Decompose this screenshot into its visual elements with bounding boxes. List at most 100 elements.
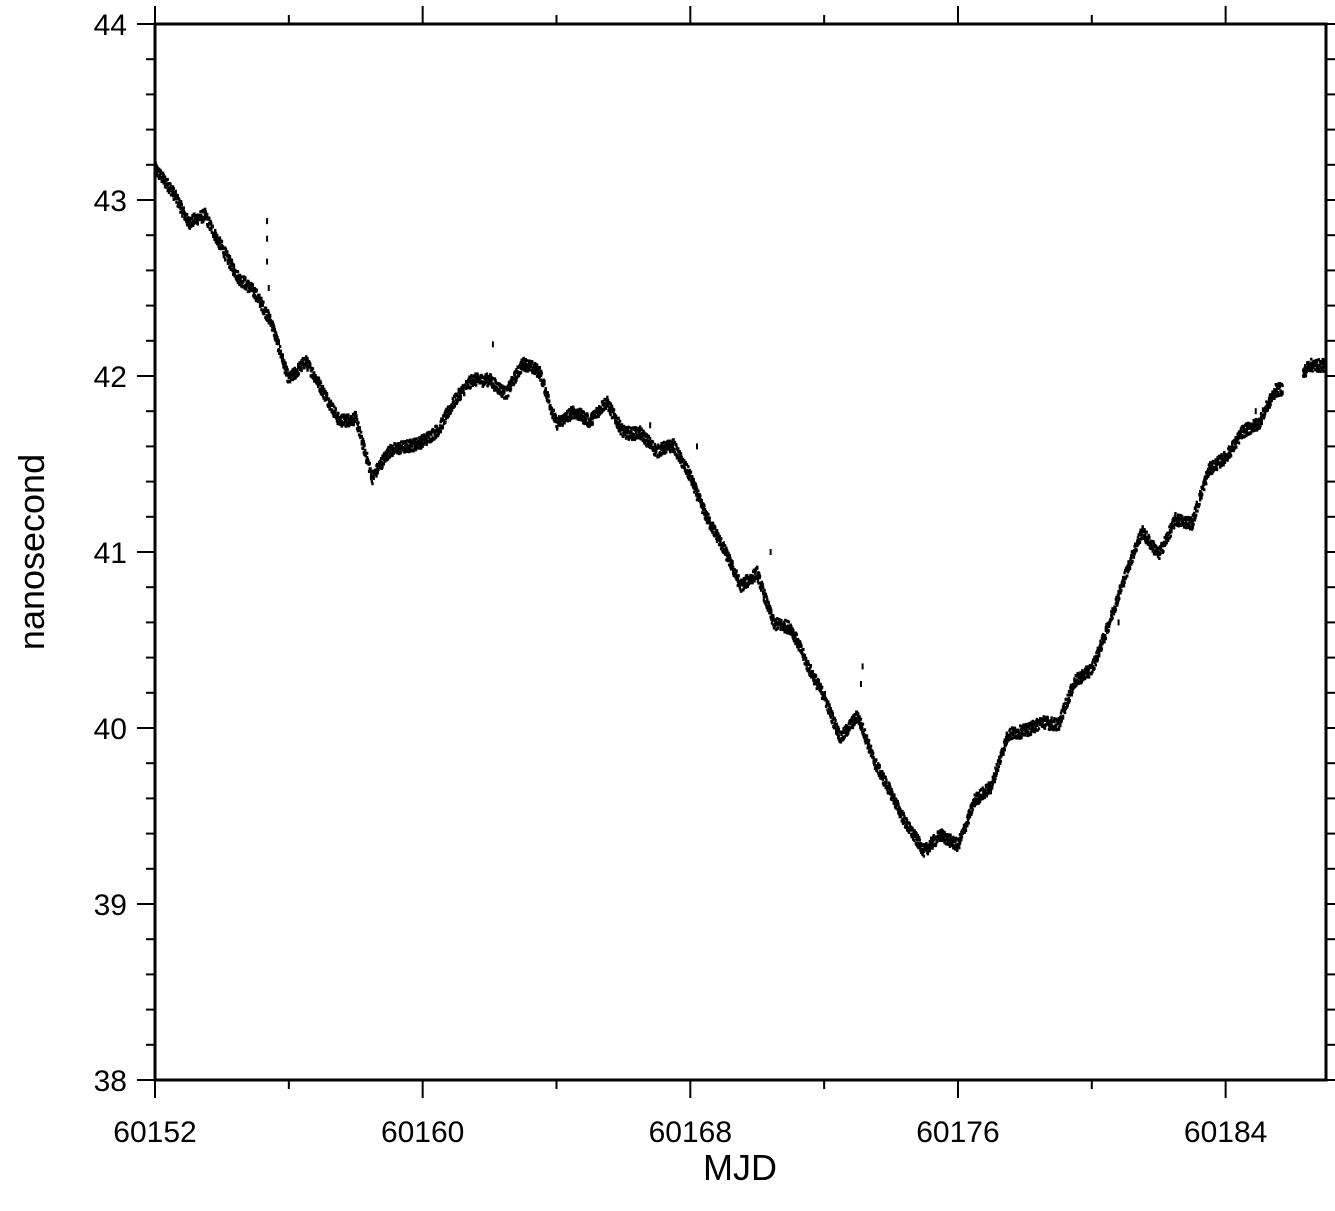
data-point <box>921 847 925 851</box>
data-point <box>513 370 517 374</box>
data-point <box>628 425 631 429</box>
data-point <box>642 437 646 441</box>
data-point <box>1237 437 1240 441</box>
data-point <box>929 845 932 849</box>
data-point <box>163 181 166 185</box>
data-point <box>1130 550 1134 554</box>
data-point <box>1251 429 1255 433</box>
data-point <box>1031 725 1035 729</box>
data-point <box>1137 533 1140 537</box>
data-point <box>587 422 590 426</box>
data-points <box>153 161 1328 858</box>
data-point <box>426 434 429 438</box>
data-point <box>1063 701 1067 705</box>
data-point <box>663 451 667 455</box>
data-point <box>398 452 401 456</box>
data-point <box>1223 454 1226 458</box>
data-point <box>851 724 855 728</box>
data-point <box>1245 434 1248 438</box>
data-point <box>1013 726 1017 730</box>
data-point <box>1059 711 1063 715</box>
data-point <box>363 442 366 446</box>
data-point <box>1099 642 1102 646</box>
data-point <box>412 439 416 443</box>
data-point <box>153 168 157 172</box>
data-point <box>566 419 570 423</box>
data-point <box>927 849 930 853</box>
data-point <box>759 586 762 590</box>
data-point <box>1104 628 1108 632</box>
data-point <box>396 451 400 455</box>
data-point <box>520 358 523 362</box>
data-point <box>218 238 222 242</box>
data-point <box>503 389 506 393</box>
data-point <box>726 558 729 562</box>
data-point <box>791 630 794 634</box>
data-point <box>1194 513 1198 517</box>
data-point <box>782 624 785 628</box>
data-point <box>1192 511 1196 515</box>
data-point <box>1190 527 1194 531</box>
data-point <box>1047 727 1051 731</box>
data-point <box>683 459 686 463</box>
data-point <box>452 405 455 409</box>
data-point <box>836 733 839 737</box>
data-point <box>420 446 423 450</box>
data-point <box>1230 445 1233 449</box>
data-point <box>659 444 663 448</box>
data-point <box>1221 463 1224 467</box>
data-point <box>1152 548 1155 552</box>
data-point <box>454 398 458 402</box>
data-point <box>926 852 930 856</box>
data-point <box>854 713 857 717</box>
data-point <box>994 777 997 781</box>
data-point <box>1114 605 1117 609</box>
data-point <box>223 251 226 255</box>
data-point <box>705 513 708 517</box>
data-point <box>239 278 242 282</box>
data-point <box>501 386 504 390</box>
data-point <box>282 360 286 364</box>
data-point <box>942 829 945 833</box>
data-point <box>535 370 539 374</box>
data-point <box>407 444 410 448</box>
data-point <box>968 808 971 812</box>
data-point <box>889 785 892 789</box>
data-point <box>912 831 916 835</box>
data-point <box>1112 608 1115 612</box>
data-point <box>1049 723 1052 727</box>
data-point <box>1019 736 1022 740</box>
data-point <box>256 296 259 300</box>
data-point <box>918 838 922 842</box>
data-point <box>911 826 914 830</box>
data-point <box>610 404 614 408</box>
data-point <box>1184 523 1188 527</box>
data-point <box>873 763 877 767</box>
data-point <box>331 410 334 414</box>
data-point <box>543 382 546 386</box>
data-point <box>505 396 509 400</box>
data-point <box>608 406 611 410</box>
data-point <box>1210 469 1213 473</box>
data-point <box>397 442 400 446</box>
data-point <box>425 437 428 441</box>
data-point <box>967 821 970 825</box>
data-point <box>893 796 896 800</box>
data-point <box>1023 733 1027 737</box>
data-point <box>598 405 601 409</box>
data-point <box>214 238 218 242</box>
data-point <box>441 426 444 430</box>
data-point <box>1201 493 1204 497</box>
data-point <box>731 560 734 564</box>
data-point <box>999 759 1002 763</box>
data-point <box>770 614 774 618</box>
data-point <box>940 833 944 837</box>
data-point <box>723 544 727 548</box>
data-point <box>479 377 482 381</box>
data-point <box>680 455 683 459</box>
data-point <box>210 222 213 226</box>
data-point <box>1215 467 1219 471</box>
data-point <box>553 419 557 423</box>
data-point <box>893 799 897 803</box>
data-point <box>677 459 681 463</box>
